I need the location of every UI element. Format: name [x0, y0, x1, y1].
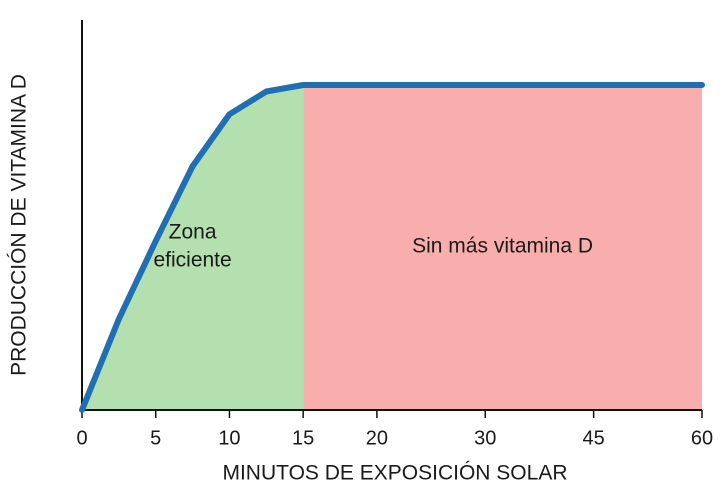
x-tick-label: 15: [292, 427, 314, 449]
x-axis-label: MINUTOS DE EXPOSICIÓN SOLAR: [222, 462, 567, 485]
y-axis-label: PRODUCCIÓN DE VITAMINA D: [8, 74, 31, 376]
x-tick-label: 30: [474, 427, 496, 449]
line: [79, 82, 705, 413]
zone-label: Zona: [169, 221, 217, 244]
x-tick-label: 0: [76, 427, 87, 449]
x-tick-label: 10: [218, 427, 240, 449]
x-tick-label: 5: [150, 427, 161, 449]
zone-label: eficiente: [153, 249, 231, 272]
zone-area: [303, 85, 702, 410]
zone-area: [82, 85, 304, 410]
x-tick-label: 60: [691, 427, 713, 449]
zone-label: Sin más vitamina D: [412, 235, 593, 258]
x-tick-label: 20: [366, 427, 388, 449]
x-tick-label: 45: [583, 427, 605, 449]
